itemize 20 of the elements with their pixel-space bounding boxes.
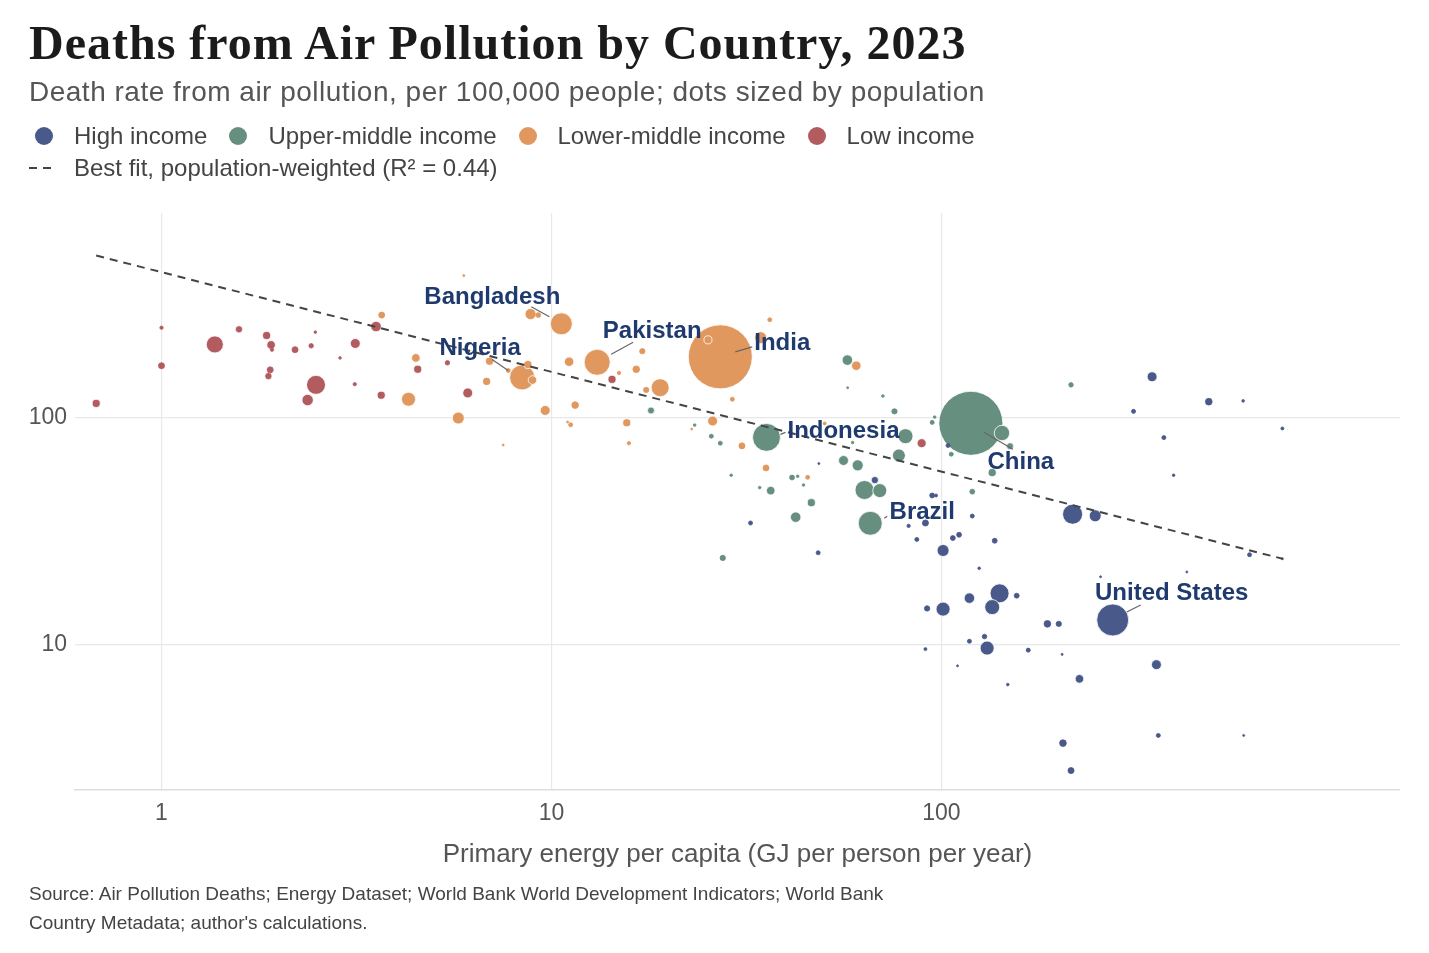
- annotation: United States: [1095, 577, 1249, 605]
- annotation: Pakistan: [602, 315, 702, 343]
- chart-title: Deaths from Air Pollution by Country, 2023: [29, 16, 967, 70]
- source-note: Source: Air Pollution Deaths; Energy Dataset; World Bank World Development Indicators; World Bank Country Metadata; author's calculations.: [29, 882, 885, 935]
- legend-label: Low income: [846, 122, 975, 150]
- annotation: Indonesia: [787, 415, 901, 443]
- legend-label: Lower-middle income: [557, 122, 786, 150]
- x-tick-label: 10: [538, 799, 565, 826]
- x-tick-label: 100: [922, 799, 961, 826]
- annotation: Nigeria: [439, 333, 522, 361]
- annotation: Bangladesh: [424, 282, 561, 310]
- annotation: India: [754, 328, 811, 356]
- annotation: China: [987, 446, 1055, 474]
- x-tick-label: 1: [155, 799, 168, 826]
- legend-label: Best fit, population-weighted (R² = 0.44): [74, 154, 498, 182]
- x-axis-title: Primary energy per capita (GJ per person per year): [441, 837, 1034, 869]
- annotation: Brazil: [889, 496, 955, 524]
- legend-label: Upper-middle income: [268, 122, 497, 150]
- chart-subtitle: Death rate from air pollution, per 100,000 people; dots sized by population: [29, 76, 985, 108]
- legend-label: High income: [74, 122, 208, 150]
